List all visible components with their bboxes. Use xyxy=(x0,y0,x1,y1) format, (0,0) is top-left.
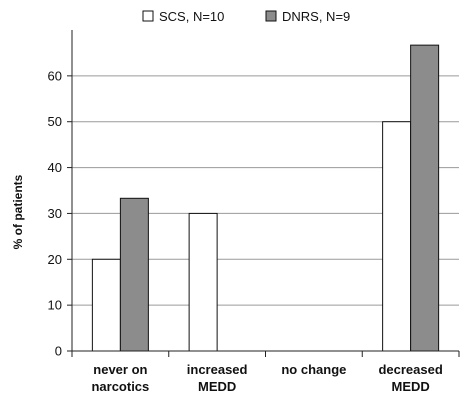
y-tick-label: 40 xyxy=(48,160,62,175)
category-labels: never on narcotics increased MEDD no change d… xyxy=(91,362,442,394)
category-label: no change xyxy=(281,362,346,377)
bars xyxy=(91,44,440,352)
y-tick-label: 50 xyxy=(48,114,62,129)
bar-dnrs xyxy=(119,197,149,352)
bar-dnrs xyxy=(410,44,440,352)
y-axis-label: % of patients xyxy=(11,174,25,249)
legend-label: SCS, N=10 xyxy=(159,9,224,24)
axes xyxy=(67,30,460,357)
y-tick-label: 20 xyxy=(48,252,62,267)
y-tick-label: 60 xyxy=(48,68,62,83)
legend: SCS, N=10 DNRS, N=9 xyxy=(142,9,350,24)
y-tick-label: 10 xyxy=(48,298,62,313)
legend-swatch xyxy=(142,10,154,22)
y-tick-labels: 0 10 20 30 40 50 60 xyxy=(48,68,62,358)
y-tick-label: 30 xyxy=(48,206,62,221)
y-tick-label: 0 xyxy=(55,344,62,359)
legend-swatch xyxy=(265,10,277,22)
bar-scs xyxy=(188,212,218,352)
category-label: increased MEDD xyxy=(187,362,248,394)
category-label: never on narcotics xyxy=(91,362,149,394)
bar-scs xyxy=(382,121,412,352)
bar-scs xyxy=(91,258,121,352)
category-label: decreased MEDD xyxy=(378,362,442,394)
legend-label: DNRS, N=9 xyxy=(282,9,350,24)
